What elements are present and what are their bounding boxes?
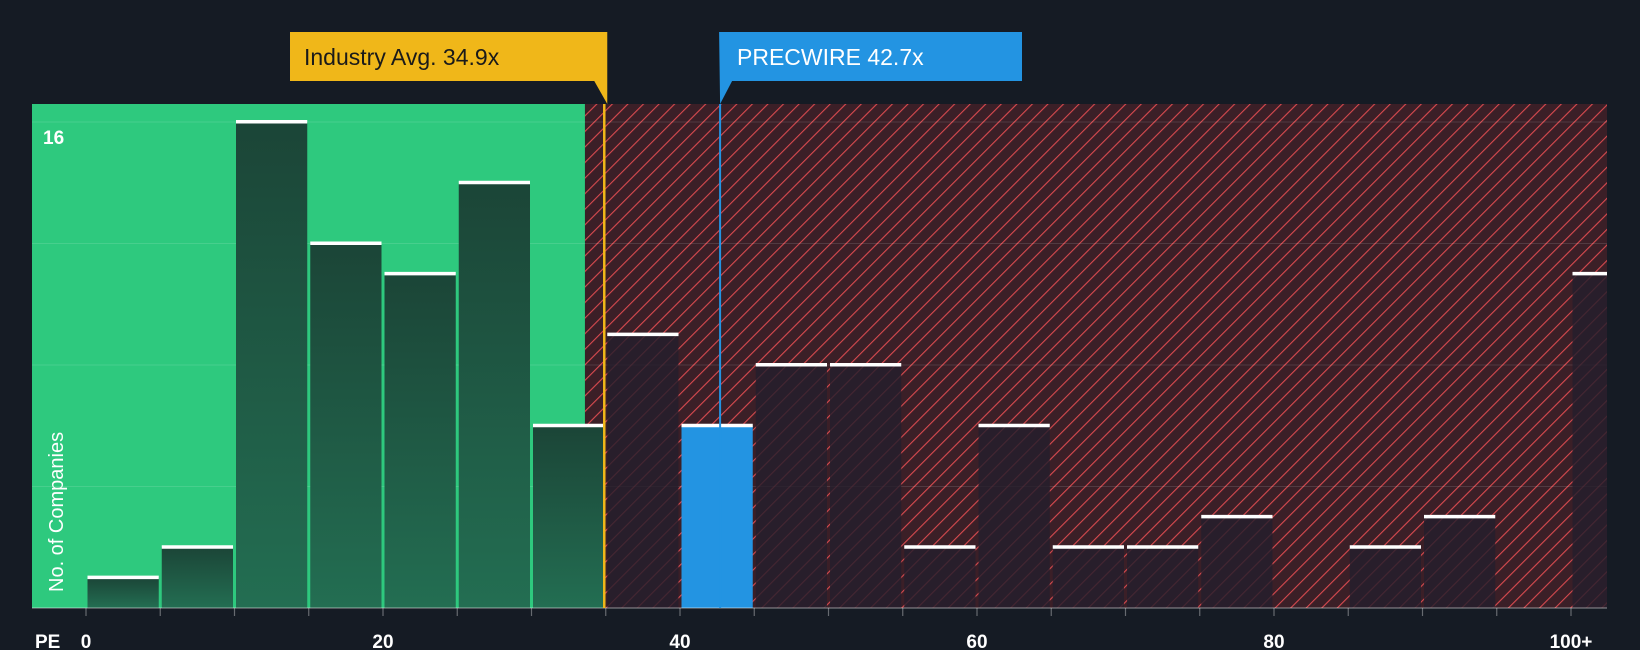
histogram-bar (161, 547, 233, 608)
bar-cap (1349, 545, 1421, 549)
bar-cap (1127, 545, 1199, 549)
bar-cap (1052, 545, 1124, 549)
y-axis-label: No. of Companies (46, 432, 68, 592)
histogram-bar (1201, 516, 1273, 608)
industry-avg-callout-bg (290, 32, 608, 104)
x-axis-ticks: 0 20 40 60 80 100+ (81, 608, 1593, 650)
bar-cap (87, 575, 159, 580)
bar-cap (533, 423, 605, 428)
bar-cap (458, 180, 530, 185)
histogram-bar (1572, 273, 1607, 608)
histogram-bar (236, 122, 308, 608)
x-tick-label: 0 (81, 632, 92, 650)
bar-cap (1424, 514, 1496, 519)
bar-cap (607, 332, 679, 337)
company-callout-bg (719, 32, 1022, 104)
histogram-bar (830, 365, 902, 608)
bar-cap (1201, 514, 1273, 519)
industry-avg-label: Industry Avg. 34.9x (304, 44, 500, 70)
histogram-bar (1424, 516, 1496, 608)
bar-cap (384, 271, 456, 276)
bar-cap (904, 545, 976, 549)
bar-cap (310, 241, 382, 245)
bar-cap (161, 545, 233, 549)
histogram-bar (310, 243, 382, 608)
x-tick-label: 60 (966, 632, 987, 650)
company-bar (681, 425, 753, 608)
histogram-bars (87, 120, 1607, 608)
x-tick-label: 80 (1263, 632, 1284, 650)
x-tick-label: 40 (669, 632, 690, 650)
histogram-bar (978, 425, 1050, 608)
histogram-bar (458, 182, 530, 608)
bar-cap (830, 363, 902, 367)
histogram-bar (384, 273, 456, 608)
histogram-bar (87, 577, 159, 608)
histogram-bar (904, 547, 976, 608)
histogram-bar (755, 365, 827, 608)
company-callout: PRECWIRE 42.7x (719, 32, 1022, 104)
x-axis-label: PE (35, 632, 60, 650)
bar-cap (681, 423, 753, 428)
bar-cap (978, 423, 1050, 428)
histogram-bar (607, 334, 679, 608)
bar-cap (1572, 271, 1607, 276)
y-tick-label-top: 16 (43, 128, 64, 149)
industry-avg-callout: Industry Avg. 34.9x (290, 32, 608, 104)
histogram-bar (1349, 547, 1421, 608)
bar-cap (755, 363, 827, 367)
histogram-bar (1127, 547, 1199, 608)
x-tick-label: 100+ (1550, 632, 1593, 650)
histogram-bar (1052, 547, 1124, 608)
x-tick-label: 20 (372, 632, 393, 650)
company-pe-label: PRECWIRE 42.7x (737, 44, 924, 70)
bar-cap (236, 120, 308, 124)
histogram-bar (533, 425, 605, 608)
